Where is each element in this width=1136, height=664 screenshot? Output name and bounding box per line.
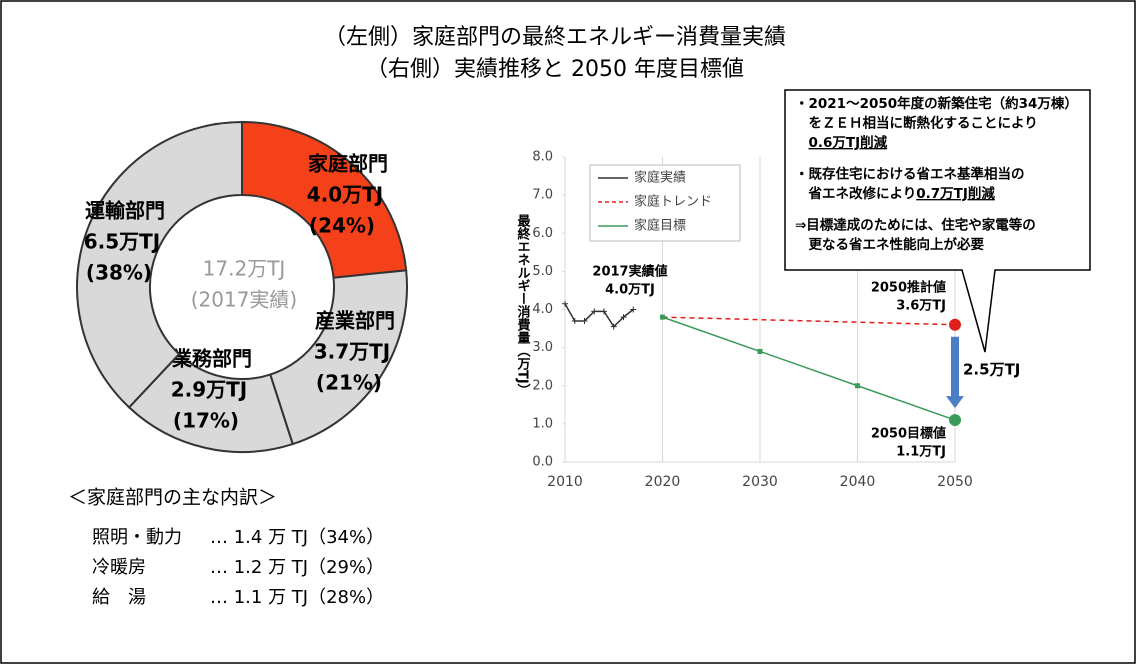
title: （右側）実績推移と 2050 年度目標値 <box>366 57 744 82</box>
point <box>610 323 617 330</box>
point <box>855 383 860 389</box>
x-tick-label: 2010 <box>547 474 583 490</box>
point <box>591 308 598 315</box>
donut-segment <box>241 120 408 279</box>
callout-text <box>795 135 809 151</box>
callout-line: 更なる省エネ性能向上が必要 <box>795 236 984 253</box>
segment-label: 運輸部門 <box>85 199 165 223</box>
y-tick-label: 2.0 <box>532 378 553 393</box>
annotation: 2.5万TJ <box>963 361 1020 379</box>
callout-text: ・既存住宅における省エネ基準相当の <box>795 166 1025 183</box>
x-tick-label: 2040 <box>840 474 876 490</box>
annotation: 2050目標値 <box>871 426 946 442</box>
center-label: 17.2万TJ <box>203 257 286 281</box>
difference-arrow <box>946 336 964 409</box>
callout-text: 0.6万TJ削減 <box>809 134 888 151</box>
point <box>562 300 568 307</box>
point <box>581 317 588 324</box>
end-point <box>949 318 961 331</box>
segment-label: 産業部門 <box>315 309 395 333</box>
center-label: (2017実績) <box>191 288 298 312</box>
segment-label: 3.7万TJ <box>314 340 391 364</box>
point <box>757 348 763 354</box>
point <box>660 314 665 320</box>
segment-label: (17%) <box>173 409 239 433</box>
y-tick-label: 0.0 <box>532 455 553 470</box>
segment-label: (38%) <box>86 261 152 285</box>
y-axis-label: 最終エネルギー消費量（万TJ） <box>515 214 532 397</box>
x-tick-label: 2020 <box>645 474 681 490</box>
callout-line: 0.6万TJ削減 <box>795 134 888 151</box>
annotation: 1.1万TJ <box>896 445 946 460</box>
callout-text: 0.7万TJ削減 <box>916 185 995 202</box>
breakdown-item: 冷暖房 <box>92 557 146 578</box>
callout-line: ⇒目標達成のためには、住宅や家電等の <box>795 217 1036 234</box>
annotation: 2050推計値 <box>871 280 946 296</box>
point <box>571 317 578 324</box>
segment-label: 2.9万TJ <box>171 378 248 402</box>
segment-label: 家庭部門 <box>308 152 388 176</box>
end-point <box>949 414 961 427</box>
breakdown-item: 照明・動力 <box>92 527 182 548</box>
y-tick-label: 6.0 <box>532 226 553 241</box>
callout-line: ・2021～2050年度の新築住宅（約34万棟） <box>795 95 1078 112</box>
y-tick-label: 7.0 <box>532 188 553 203</box>
callout-text: をＺＥＨ相当に断熱化することにより <box>795 115 1038 132</box>
legend-label: 家庭トレンド <box>634 194 712 210</box>
y-tick-label: 1.0 <box>532 416 553 431</box>
legend-label: 家庭目標 <box>634 218 686 234</box>
segment-label: 4.0万TJ <box>307 183 384 207</box>
point <box>601 308 607 315</box>
callout-text: 省エネ改修により <box>795 185 916 202</box>
annotation: 3.6万TJ <box>896 299 946 314</box>
callout-box <box>784 89 1091 353</box>
segment-label: 業務部門 <box>172 347 252 371</box>
x-tick-label: 2050 <box>937 474 973 490</box>
y-tick-label: 3.0 <box>532 340 553 355</box>
y-tick-label: 8.0 <box>532 150 553 165</box>
segment-label: (21%) <box>316 371 382 395</box>
legend-label: 家庭実績 <box>634 170 686 186</box>
callout-text: 更なる省エネ性能向上が必要 <box>795 236 984 253</box>
breakdown-value: … 1.1 万 TJ（28%） <box>210 587 384 608</box>
segment-label: (24%) <box>309 214 375 238</box>
series-line <box>662 316 956 421</box>
breakdown-value: … 1.4 万 TJ（34%） <box>210 527 384 548</box>
y-tick-label: 4.0 <box>532 302 553 317</box>
title: （左側）家庭部門の最終エネルギー消費量実績 <box>324 25 786 50</box>
annotation: 4.0万TJ <box>605 283 655 298</box>
breakdown-item: 給 湯 <box>92 587 146 608</box>
donut-segment <box>269 269 408 446</box>
point <box>620 314 627 321</box>
callout-line: 省エネ改修により0.7万TJ削減 <box>795 185 995 202</box>
callout-line: ・既存住宅における省エネ基準相当の <box>795 166 1025 183</box>
callout-text: ・2021～2050年度の新築住宅（約34万棟） <box>795 95 1078 112</box>
donut-segment <box>76 120 243 409</box>
segment-label: 6.5万TJ <box>84 230 161 254</box>
x-tick-label: 2030 <box>742 474 778 490</box>
breakdown-heading: ＜家庭部門の主な内訳＞ <box>68 487 277 509</box>
point <box>630 306 637 313</box>
y-tick-label: 5.0 <box>532 264 553 279</box>
series-line <box>662 316 956 326</box>
breakdown-value: … 1.2 万 TJ（29%） <box>210 557 384 578</box>
callout-line: をＺＥＨ相当に断熱化することにより <box>795 115 1038 132</box>
annotation: 2017実績値 <box>592 264 667 280</box>
callout-text: ⇒目標達成のためには、住宅や家電等の <box>795 217 1036 234</box>
